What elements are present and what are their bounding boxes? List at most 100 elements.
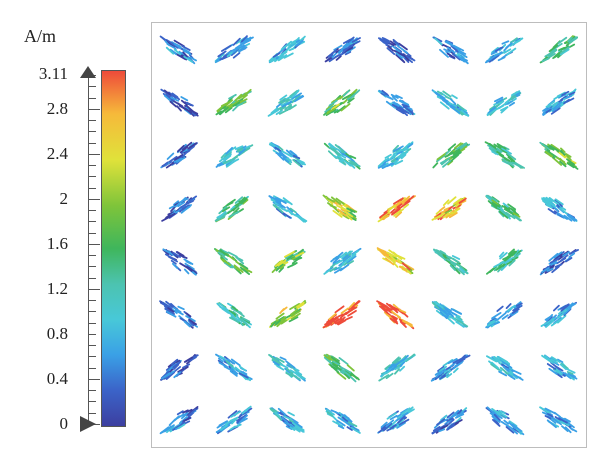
vector-stroke: [182, 106, 193, 114]
vector-stroke: [402, 412, 409, 417]
vector-stroke: [332, 259, 341, 266]
vector-stroke: [451, 255, 461, 260]
vector-stroke: [232, 310, 239, 317]
tick-label: 1.6: [46, 233, 68, 253]
vector-cluster: [161, 195, 198, 222]
vector-cluster: [541, 196, 578, 222]
vector-stroke: [189, 356, 197, 362]
vector-stroke: [183, 49, 192, 56]
vector-stroke: [560, 303, 570, 312]
vector-stroke: [279, 356, 287, 361]
vector-stroke: [507, 304, 516, 312]
vector-stroke: [501, 314, 509, 320]
vector-stroke: [450, 262, 457, 267]
vector-stroke: [495, 98, 504, 104]
vector-stroke: [399, 365, 406, 372]
vector-stroke: [346, 364, 355, 372]
vector-stroke: [567, 36, 573, 43]
vector-stroke: [543, 354, 554, 364]
vector-stroke: [167, 307, 175, 313]
minor-tick: [88, 86, 96, 88]
vector-stroke: [180, 197, 187, 203]
vector-stroke: [509, 37, 518, 44]
vector-stroke: [276, 318, 286, 328]
vector-stroke: [281, 150, 293, 158]
vector-stroke: [170, 259, 177, 265]
vector-stroke: [450, 98, 457, 105]
vector-stroke: [386, 47, 396, 56]
vector-stroke: [442, 160, 451, 168]
vector-stroke: [223, 261, 232, 269]
unit-label: A/m: [24, 26, 57, 46]
vector-stroke: [569, 427, 578, 433]
vector-stroke: [451, 94, 458, 100]
vector-stroke: [486, 320, 496, 327]
tick-label-max: 3.11: [38, 64, 68, 83]
vector-stroke: [183, 268, 190, 275]
vector-cluster: [376, 300, 415, 330]
vector-stroke: [277, 54, 288, 62]
vector-stroke: [495, 46, 504, 52]
vector-stroke: [446, 424, 456, 431]
vector-stroke: [224, 106, 233, 114]
vector-stroke: [502, 202, 509, 208]
vector-stroke: [457, 55, 464, 61]
vector-stroke: [240, 370, 248, 375]
vector-stroke: [274, 362, 282, 369]
vector-stroke: [279, 316, 287, 322]
vector-stroke: [291, 422, 302, 430]
vector-stroke: [173, 365, 181, 373]
vector-stroke: [391, 103, 399, 109]
vector-cluster: [431, 89, 470, 117]
vector-stroke: [238, 372, 249, 379]
vector-stroke: [550, 318, 562, 327]
vector-stroke: [492, 51, 503, 59]
vector-stroke: [436, 418, 446, 426]
vector-stroke: [295, 370, 303, 376]
vector-cluster: [540, 301, 578, 328]
vector-stroke: [228, 93, 237, 100]
vector-stroke: [545, 108, 552, 114]
vector-stroke: [508, 259, 516, 267]
vector-stroke: [393, 198, 403, 205]
vector-stroke: [178, 254, 188, 259]
vector-stroke: [511, 256, 519, 261]
vector-stroke: [173, 200, 180, 206]
vector-stroke: [446, 417, 454, 422]
vector-stroke: [346, 426, 353, 431]
vector-stroke: [505, 367, 514, 373]
vector-stroke: [455, 411, 465, 418]
vector-stroke: [445, 310, 451, 316]
vector-stroke: [170, 96, 180, 102]
vector-stroke: [289, 426, 296, 431]
vector-stroke: [446, 373, 453, 379]
vector-stroke: [234, 93, 243, 102]
vector-stroke: [275, 152, 283, 157]
vector-cluster: [214, 248, 253, 276]
vector-stroke: [331, 360, 340, 366]
vector-stroke: [232, 52, 241, 59]
vector-cluster: [160, 353, 199, 381]
vector-stroke: [493, 321, 501, 326]
vector-cluster: [484, 37, 524, 64]
vector-stroke: [216, 421, 228, 429]
vector-stroke: [183, 356, 194, 363]
vector-stroke: [347, 97, 355, 104]
vector-stroke: [449, 264, 456, 271]
vector-stroke: [378, 249, 386, 257]
vector-stroke: [493, 96, 504, 103]
vector-stroke: [541, 57, 550, 63]
vector-stroke: [548, 44, 559, 53]
vector-stroke: [388, 303, 398, 311]
vector-stroke: [347, 260, 354, 266]
vector-stroke: [292, 159, 301, 167]
vector-stroke: [292, 154, 301, 160]
vector-stroke: [439, 311, 448, 320]
vector-stroke: [554, 418, 566, 425]
vector-stroke: [219, 106, 229, 116]
vector-stroke: [503, 208, 515, 216]
vector-stroke: [283, 415, 292, 420]
vector-stroke: [561, 425, 569, 432]
vector-stroke: [446, 52, 456, 59]
vector-stroke: [226, 48, 236, 55]
